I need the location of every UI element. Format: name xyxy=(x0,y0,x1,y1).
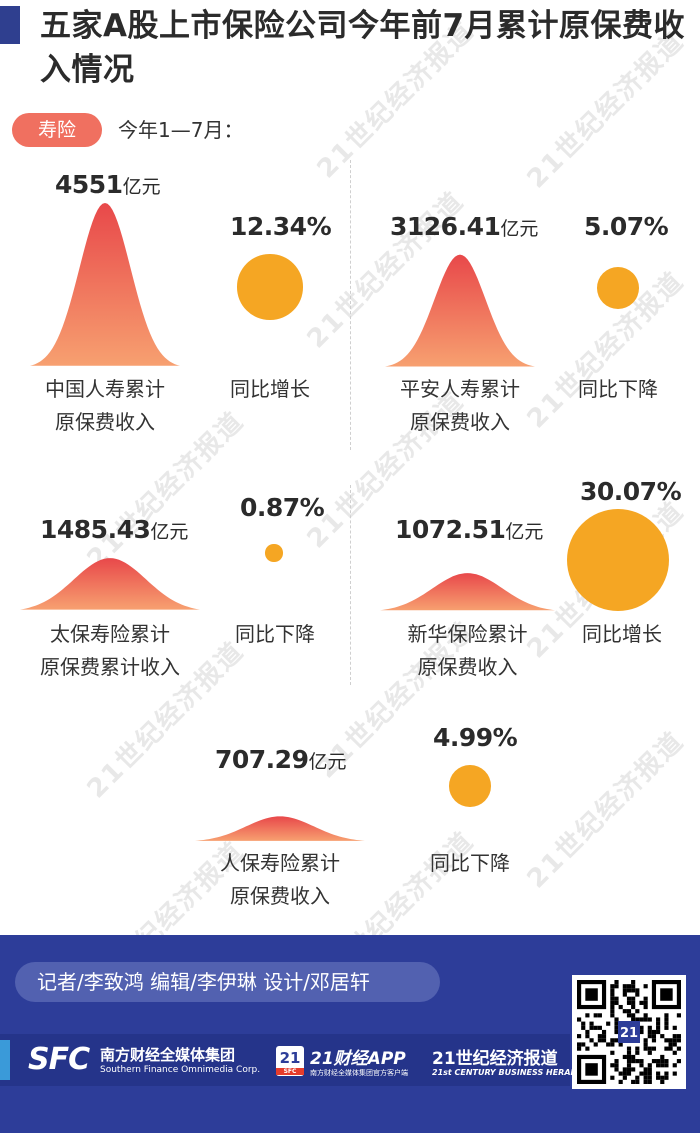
watermark-text: 21世纪经济报道 xyxy=(521,726,691,895)
column-divider xyxy=(350,160,351,450)
yoy-circle-new-china xyxy=(567,509,669,611)
premium-curve-china-life xyxy=(30,203,180,366)
premium-curve-new-china xyxy=(380,573,555,611)
company-value-china-life: 4551亿元 xyxy=(55,170,161,199)
yoy-circle-ping-an xyxy=(597,267,639,309)
premium-curve-shape xyxy=(30,203,180,366)
premium-curve-ping-an xyxy=(385,254,535,367)
yoy-percent-china-life: 12.34% xyxy=(230,212,332,241)
yoy-label-china-life: 同比增长 xyxy=(230,377,310,401)
yoy-percent-cpic: 0.87% xyxy=(240,493,325,522)
company-label-cpic: 太保寿险累计 原保费累计收入 xyxy=(40,622,180,679)
sfc-name-en: Southern Finance Omnimedia Corp. xyxy=(100,1065,261,1075)
premium-curve-cpic xyxy=(20,558,200,610)
premium-curve-picc xyxy=(195,816,365,841)
herald-name-en: 21st CENTURY BUSINESS HERALD xyxy=(432,1068,583,1077)
company-value-cpic: 1485.43亿元 xyxy=(40,515,189,544)
sfc-logo: SFC xyxy=(28,1042,90,1077)
sfc-accent-bar xyxy=(0,1040,10,1080)
svg-text:21: 21 xyxy=(620,1026,638,1041)
yoy-label-picc: 同比下降 xyxy=(430,851,510,875)
company-label-china-life: 中国人寿累计 原保费收入 xyxy=(45,377,165,434)
company-label-picc: 人保寿险累计 原保费收入 xyxy=(220,851,340,908)
title-accent-bar xyxy=(0,6,20,44)
page-title: 五家A股上市保险公司今年前7月累计原保费收入情况 xyxy=(40,8,686,88)
sfc-name-cn: 南方财经全媒体集团 xyxy=(100,1046,236,1064)
company-label-new-china: 新华保险累计 原保费收入 xyxy=(407,622,528,679)
qr-code-pattern: 21 xyxy=(577,980,681,1084)
period-subtitle: 今年1—7月： xyxy=(118,118,244,142)
yoy-circle-china-life xyxy=(237,254,303,320)
category-pill: 寿险 xyxy=(12,113,102,147)
yoy-percent-picc: 4.99% xyxy=(433,723,518,752)
credits-pill: 记者/李致鸿 编辑/李伊琳 设计/邓居轩 xyxy=(15,962,440,1002)
company-value-new-china: 1072.51亿元 xyxy=(395,515,544,544)
app-subtitle: 南方财经全媒体集团官方客户端 xyxy=(310,1069,408,1077)
yoy-circle-picc xyxy=(449,765,491,807)
yoy-percent-new-china: 30.07% xyxy=(580,477,682,506)
app-badge-logo: 21 SFC xyxy=(276,1046,304,1076)
yoy-percent-ping-an: 5.07% xyxy=(584,212,669,241)
premium-curve-shape xyxy=(195,816,365,841)
company-label-ping-an: 平安人寿累计 原保费收入 xyxy=(400,377,520,434)
yoy-circle-cpic xyxy=(265,544,283,562)
premium-curve-shape xyxy=(20,558,200,610)
yoy-label-ping-an: 同比下降 xyxy=(578,377,658,401)
premium-curve-shape xyxy=(385,254,535,367)
yoy-label-new-china: 同比增长 xyxy=(582,622,662,646)
app-name: 21财经APP xyxy=(310,1049,406,1069)
company-value-ping-an: 3126.41亿元 xyxy=(390,212,539,241)
herald-name-cn: 21世纪经济报道 xyxy=(432,1049,558,1069)
premium-curve-shape xyxy=(380,573,555,611)
qr-code[interactable]: 21 xyxy=(572,975,686,1089)
yoy-label-cpic: 同比下降 xyxy=(235,622,315,646)
company-value-picc: 707.29亿元 xyxy=(215,745,347,774)
column-divider xyxy=(350,485,351,685)
